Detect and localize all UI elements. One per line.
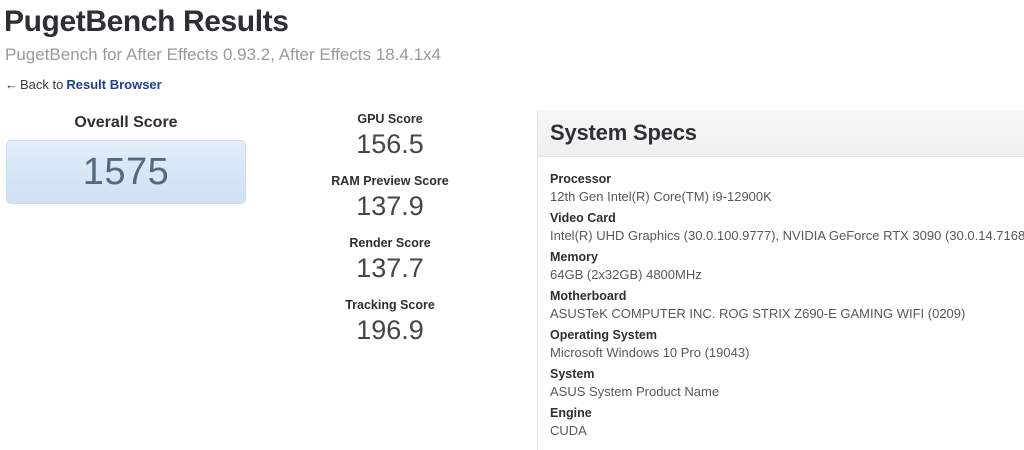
spec-row-motherboard: Motherboard ASUSTeK COMPUTER INC. ROG ST…	[550, 288, 1012, 323]
overall-score-value: 1575	[82, 151, 170, 193]
spec-value: 12th Gen Intel(R) Core(TM) i9-12900K	[550, 189, 772, 204]
sub-score-label: GPU Score	[357, 112, 423, 126]
left-arrow-icon: ←	[5, 77, 18, 92]
spec-label: Operating System	[550, 328, 657, 342]
back-link-row[interactable]: ← Back to Result Browser	[5, 77, 162, 93]
spec-label: System	[550, 367, 595, 381]
sub-score-gpu: GPU Score 156.5	[300, 111, 480, 161]
spec-row-system: System ASUS System Product Name	[550, 366, 1012, 401]
spec-label: Processor	[550, 172, 612, 186]
system-specs-header: System Specs	[538, 110, 1024, 157]
spec-value: 64GB (2x32GB) 4800MHz	[550, 267, 702, 282]
spec-value: CUDA	[550, 423, 587, 438]
sub-score-label: Render Score	[349, 236, 431, 250]
spec-value: Intel(R) UHD Graphics (30.0.100.9777), N…	[550, 228, 1024, 243]
back-link-prefix: Back to	[20, 77, 64, 92]
spec-label: Memory	[550, 250, 598, 264]
sub-score-value: 156.5	[356, 129, 424, 159]
sub-score-render: Render Score 137.7	[300, 235, 480, 285]
page-subtitle: PugetBench for After Effects 0.93.2, Aft…	[5, 45, 441, 64]
overall-score-box: 1575	[6, 140, 246, 204]
spec-value: ASUSTeK COMPUTER INC. ROG STRIX Z690-E G…	[550, 306, 966, 321]
sub-score-tracking: Tracking Score 196.9	[300, 297, 480, 347]
spec-value: Microsoft Windows 10 Pro (19043)	[550, 345, 750, 360]
overall-score-block: Overall Score 1575	[6, 113, 246, 204]
system-specs-body: Processor 12th Gen Intel(R) Core(TM) i9-…	[538, 157, 1024, 440]
sub-score-label: RAM Preview Score	[331, 174, 449, 188]
spec-row-video-card: Video Card Intel(R) UHD Graphics (30.0.1…	[550, 210, 1024, 245]
spec-label: Video Card	[550, 211, 616, 225]
spec-row-operating-system: Operating System Microsoft Windows 10 Pr…	[550, 327, 1012, 362]
spec-row-memory: Memory 64GB (2x32GB) 4800MHz	[550, 249, 1012, 284]
system-specs-panel: System Specs Processor 12th Gen Intel(R)…	[537, 110, 1024, 450]
sub-score-label: Tracking Score	[345, 298, 435, 312]
sub-score-value: 137.9	[356, 191, 424, 221]
result-browser-link[interactable]: Result Browser	[66, 77, 162, 92]
system-specs-title: System Specs	[550, 120, 697, 145]
sub-score-value: 196.9	[356, 315, 424, 345]
sub-scores-list: GPU Score 156.5 RAM Preview Score 137.9 …	[300, 111, 480, 359]
sub-score-ram-preview: RAM Preview Score 137.9	[300, 173, 480, 223]
overall-score-label: Overall Score	[74, 114, 178, 131]
spec-label: Engine	[550, 406, 592, 420]
page-title: PugetBench Results	[4, 5, 289, 38]
spec-row-processor: Processor 12th Gen Intel(R) Core(TM) i9-…	[550, 171, 1012, 206]
sub-score-value: 137.7	[356, 253, 424, 283]
spec-row-engine: Engine CUDA	[550, 405, 1012, 440]
spec-label: Motherboard	[550, 289, 627, 303]
spec-value: ASUS System Product Name	[550, 384, 720, 399]
